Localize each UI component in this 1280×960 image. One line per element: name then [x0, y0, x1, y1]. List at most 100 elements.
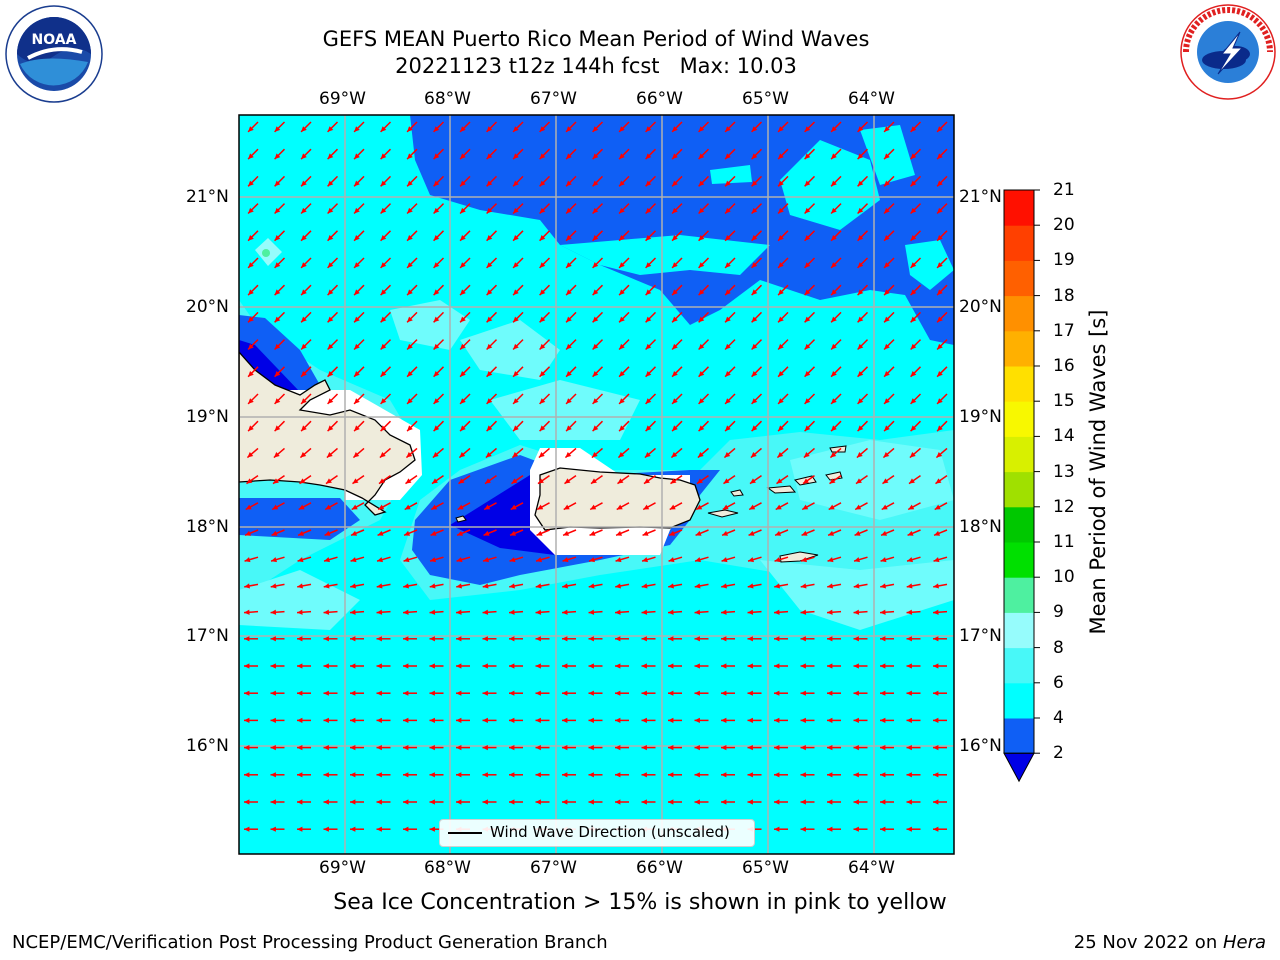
wind-wave-arrowhead [460, 398, 466, 404]
wind-wave-arrowhead [460, 343, 466, 350]
wind-wave-arrowhead [274, 343, 281, 350]
wind-wave-arrowhead [721, 583, 728, 589]
wind-wave-arrowhead [513, 262, 519, 268]
wind-wave-arrowhead [698, 126, 705, 132]
wind-wave-arrowhead [854, 557, 860, 563]
wind-wave-arrowhead [936, 452, 943, 458]
wind-wave-arrowhead [354, 371, 360, 377]
wind-wave-arrowhead [403, 609, 409, 615]
wind-wave-arrowhead [642, 530, 649, 536]
wind-wave-arrowhead [800, 690, 806, 696]
wind-wave-arrowhead [354, 262, 360, 268]
vieques-island [707, 509, 739, 518]
wind-wave-arrowhead [619, 262, 625, 268]
colorbar-tick-label: 4 [1053, 708, 1064, 728]
wind-wave-arrowhead [853, 799, 859, 805]
wind-wave-arrowhead [616, 530, 623, 536]
wind-wave-arrowhead [672, 398, 678, 404]
wind-wave-arrowhead [672, 262, 678, 268]
wind-wave-arrowhead [617, 478, 624, 484]
wind-wave-arrowhead [884, 371, 890, 377]
wind-wave-arrowhead [882, 478, 889, 484]
wind-wave-arrowhead [380, 398, 387, 404]
wind-wave-arrowhead [301, 343, 307, 350]
wind-wave-arrowhead [778, 398, 784, 404]
wind-wave-arrowhead [486, 180, 493, 187]
wind-wave-arrowhead [486, 262, 493, 268]
wind-wave-arrowhead [910, 126, 917, 132]
wind-wave-arrowhead [906, 609, 913, 615]
wind-wave-arrowhead [484, 478, 491, 484]
wind-wave-arrowhead [433, 235, 440, 241]
wind-wave-arrowhead [274, 316, 281, 323]
wind-wave-arrowhead [407, 343, 413, 350]
wind-wave-arrowhead [406, 452, 413, 458]
wind-wave-arrowhead [615, 744, 621, 751]
period-field-notch-4 [560, 235, 770, 275]
wind-wave-arrowhead [403, 557, 410, 563]
wind-wave-arrowhead [619, 289, 625, 296]
wind-wave-arrowhead [831, 180, 837, 187]
wind-wave-arrowhead [539, 289, 546, 296]
wind-wave-arrowhead [244, 663, 250, 669]
wind-wave-arrowhead [854, 530, 861, 536]
wind-wave-arrowhead [933, 799, 939, 805]
wind-wave-arrowhead [721, 663, 727, 669]
wind-wave-arrowhead [645, 153, 652, 160]
wind-wave-arrowhead [274, 126, 281, 132]
colorbar-segment [1004, 647, 1034, 684]
wind-wave-arrowhead [592, 316, 599, 323]
wind-wave-arrowhead [429, 583, 436, 589]
wind-wave-arrowhead [937, 289, 943, 296]
footer-branch: NCEP/EMC/Verification Post Processing Pr… [12, 932, 608, 953]
wind-wave-arrowhead [460, 289, 466, 296]
wind-wave-arrowhead [433, 371, 440, 377]
wind-wave-arrowhead [486, 153, 493, 160]
culebra-island [730, 489, 744, 497]
wind-wave-arrowhead [562, 744, 568, 751]
wind-wave-arrowhead [694, 690, 700, 696]
wind-wave-arrowhead [615, 636, 621, 642]
lat-label-left-20n: 20°N [186, 297, 229, 317]
wind-wave-arrowhead [248, 398, 254, 404]
wind-wave-arrowhead [301, 207, 307, 214]
legend-label: Wind Wave Direction (unscaled) [490, 823, 730, 841]
wind-wave-arrowhead [884, 180, 890, 187]
wind-wave-arrowhead [906, 799, 912, 805]
wind-wave-arrowhead [244, 690, 250, 696]
wind-wave-arrowhead [937, 371, 943, 377]
wind-wave-arrowhead [270, 636, 276, 642]
wind-wave-arrowhead [695, 530, 702, 536]
wind-wave-arrowhead [588, 690, 594, 696]
colorbar-segment [1004, 401, 1034, 437]
wind-wave-arrowhead [615, 663, 621, 669]
wind-wave-arrowhead [486, 398, 493, 404]
wind-wave-arrowhead [641, 583, 648, 589]
wind-wave-arrowhead [910, 180, 917, 187]
wind-wave-arrowhead [884, 316, 890, 323]
wind-wave-arrowhead [906, 744, 912, 751]
wind-wave-arrowhead [801, 530, 808, 536]
wind-wave-arrowhead [327, 207, 334, 214]
wind-wave-arrowhead [831, 425, 837, 432]
wind-wave-arrowhead [910, 425, 917, 432]
wind-wave-arrowhead [908, 504, 915, 510]
wind-wave-arrowhead [350, 772, 356, 778]
wind-wave-arrowhead [456, 557, 463, 563]
period-field-peak-center [262, 249, 270, 257]
lon-label-bottom-66w: 66°W [636, 858, 683, 878]
wind-wave-arrowhead [248, 425, 254, 432]
wind-wave-arrowhead [376, 772, 382, 778]
wind-wave-arrowhead [460, 262, 466, 268]
wind-wave-arrowhead [857, 153, 864, 160]
wind-wave-arrowhead [274, 262, 281, 268]
wind-wave-arrowhead [380, 180, 387, 187]
wind-wave-arrowhead [804, 371, 811, 377]
wind-wave-arrowhead [244, 583, 251, 589]
wind-wave-arrowhead [725, 289, 731, 296]
wind-wave-arrowhead [327, 180, 334, 187]
wind-wave-arrowhead [910, 398, 917, 404]
wind-wave-arrowhead [937, 343, 943, 350]
wind-wave-arrowhead [751, 316, 758, 323]
wind-wave-arrowhead [509, 744, 515, 751]
